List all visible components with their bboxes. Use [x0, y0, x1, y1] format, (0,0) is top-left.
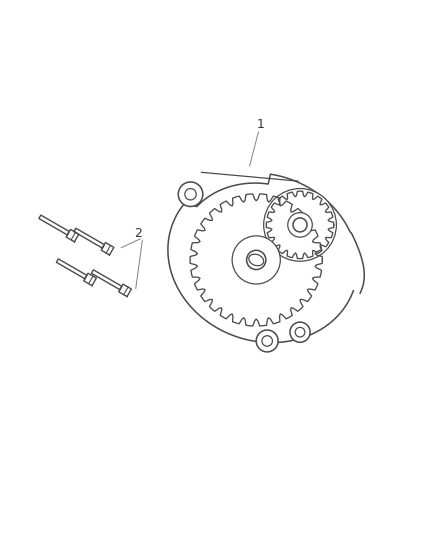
Circle shape: [185, 189, 196, 200]
Circle shape: [293, 218, 307, 232]
Circle shape: [264, 189, 336, 261]
Text: 1: 1: [257, 118, 265, 131]
Circle shape: [295, 327, 305, 337]
Circle shape: [178, 182, 203, 206]
Circle shape: [290, 322, 310, 342]
Ellipse shape: [249, 254, 264, 266]
Circle shape: [262, 336, 272, 346]
Circle shape: [247, 251, 266, 270]
Circle shape: [288, 213, 312, 237]
Circle shape: [232, 236, 280, 284]
Text: 2: 2: [134, 227, 142, 240]
Circle shape: [256, 330, 278, 352]
